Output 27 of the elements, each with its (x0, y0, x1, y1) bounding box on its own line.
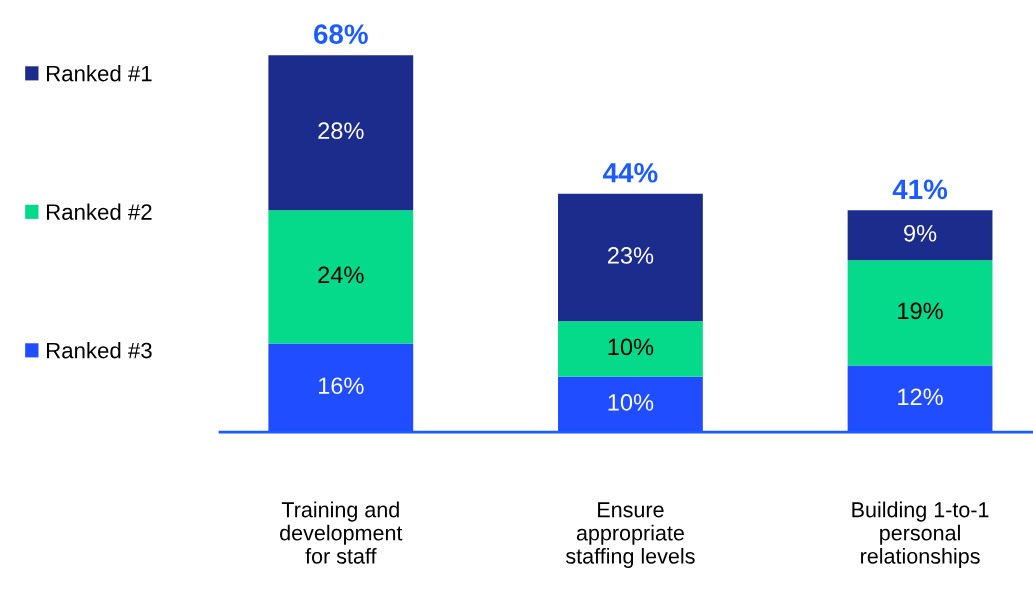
total-label: 68% (314, 24, 368, 44)
legend-label: Ranked #2 (46, 203, 152, 220)
bar (268, 343, 414, 433)
bar (268, 210, 414, 344)
legend-label: Ranked #3 (46, 342, 152, 359)
total-label: 41% (892, 179, 948, 200)
x-tick-label: Building 1-to-1 personal relationships (852, 501, 989, 569)
data-label: 9% (904, 224, 937, 242)
x-tick-label: Training and development for staff (280, 501, 403, 564)
bar (558, 193, 703, 322)
data-label: 23% (607, 247, 654, 264)
bar (558, 376, 703, 433)
data-label: 16% (318, 377, 364, 395)
data-label: 10% (608, 338, 654, 356)
data-label: 12% (898, 388, 943, 406)
bar (847, 260, 993, 366)
bar (847, 210, 993, 261)
x-tick-label: Ensure appropriate staffing levels (566, 502, 695, 569)
legend-label: Ranked #1 (46, 65, 152, 82)
bar (268, 55, 414, 211)
bar (558, 321, 703, 377)
data-label: 10% (608, 394, 654, 411)
data-label: 28% (318, 122, 364, 140)
data-label: 24% (318, 266, 364, 284)
bar (847, 365, 993, 433)
data-label: 19% (898, 302, 943, 320)
total-label: 44% (603, 162, 658, 183)
